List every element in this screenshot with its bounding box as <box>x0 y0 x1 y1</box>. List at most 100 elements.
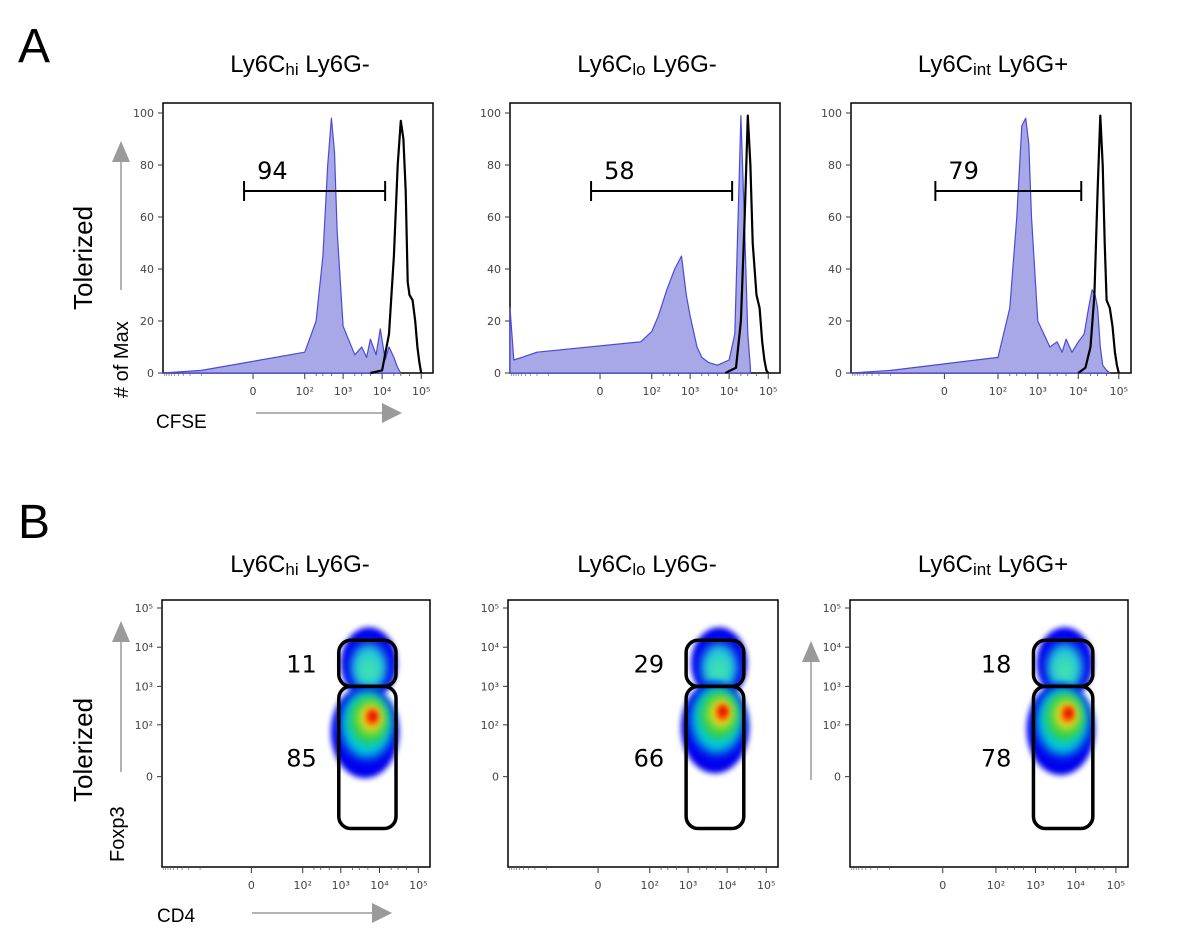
x-tick-label: 0 <box>250 385 257 398</box>
plot-title-rest: Ly6G+ <box>991 51 1068 78</box>
gate-b3-lower <box>1031 684 1095 831</box>
x-tick-label: 10² <box>296 385 314 398</box>
y-tick-label: 0 <box>834 771 841 784</box>
x-tick-label: 10⁴ <box>373 385 392 398</box>
y-tick-label: 80 <box>828 159 842 172</box>
x-tick-label: 10⁵ <box>757 879 775 892</box>
y-tick-label: 100 <box>821 107 842 120</box>
x-tick-label: 10² <box>989 385 1007 398</box>
histogram-filled-a2 <box>509 115 752 374</box>
y-tick-label: 10⁴ <box>823 641 842 654</box>
histogram-line-a1 <box>370 119 423 375</box>
histogram-filled-a3 <box>850 117 1111 374</box>
plot-title-sub: int <box>973 60 991 79</box>
x-tick-label: 10³ <box>1026 879 1044 892</box>
x-tick-label: 10⁴ <box>720 385 739 398</box>
histogram-filled-a1 <box>162 117 402 374</box>
density-lower-peak <box>368 711 377 722</box>
plot-title-rest: Ly6G+ <box>991 551 1068 578</box>
y-tick-label: 60 <box>487 211 501 224</box>
plot-frame-b2 <box>507 599 779 868</box>
panel-a-y-arrow <box>112 141 130 290</box>
x-tick-label: 10⁴ <box>1069 385 1088 398</box>
y-tick-label: 10⁵ <box>823 602 841 615</box>
x-tick-label: 10⁵ <box>1110 385 1128 398</box>
y-tick-label: 10⁵ <box>135 602 153 615</box>
y-tick-label: 20 <box>828 315 842 328</box>
gate-a3: 79 <box>934 157 1083 201</box>
gate-percent: 58 <box>604 157 635 185</box>
x-tick-label: 10³ <box>681 385 699 398</box>
gate-percent: 94 <box>257 157 288 185</box>
y-axis-a3: 0 20 40 60 80 100 <box>821 107 851 380</box>
y-tick-label: 40 <box>487 263 501 276</box>
plot-title-b3: Ly6Cint Ly6G+ <box>918 551 1068 579</box>
gate-percent: 85 <box>286 744 317 772</box>
density-upper-core <box>709 657 730 682</box>
plot-title-main: Ly6C <box>918 51 973 78</box>
x-axis-a1: 0 10² 10³ 10⁴ 10⁵ <box>164 373 430 398</box>
y-tick-label: 60 <box>140 211 154 224</box>
plot-title-rest: Ly6G- <box>646 551 717 578</box>
y-tick-label: 10⁴ <box>135 641 154 654</box>
x-tick-label: 0 <box>939 879 946 892</box>
plot-frame-b1 <box>161 599 431 868</box>
plot-frame-a1 <box>162 102 434 374</box>
y-tick-label: 10³ <box>481 680 499 693</box>
y-tick-label: 10³ <box>135 680 153 693</box>
x-tick-label: 10² <box>641 879 659 892</box>
plot-title-rest: Ly6G- <box>299 551 370 578</box>
x-axis-b3: 0 10² 10³ 10⁴ 10⁵ <box>851 867 1125 892</box>
y-tick-label: 60 <box>828 211 842 224</box>
x-tick-label: 10³ <box>334 385 352 398</box>
y-tick-label: 20 <box>487 315 501 328</box>
x-tick-label: 10⁴ <box>718 879 737 892</box>
x-tick-label: 0 <box>595 879 602 892</box>
x-tick-label: 10⁵ <box>409 879 427 892</box>
density-b2 <box>681 627 750 774</box>
panel-a-letter: A <box>18 20 50 73</box>
plot-frame-b3 <box>849 599 1129 868</box>
plot-title-sub: int <box>973 560 991 579</box>
x-axis-a3: 0 10² 10³ 10⁴ 10⁵ <box>852 373 1128 398</box>
plot-title-main: Ly6C <box>577 551 632 578</box>
plot-title-sub: lo <box>632 560 645 579</box>
y-tick-label: 40 <box>828 263 842 276</box>
density-upper-core <box>1054 657 1075 682</box>
y-axis-a2: 0 20 40 60 80 100 <box>480 107 510 380</box>
x-axis-b1: 0 10² 10³ 10⁴ 10⁵ <box>163 867 428 892</box>
y-axis-a1: 0 20 40 60 80 100 <box>133 107 163 380</box>
plot-title-b1: Ly6Chi Ly6G- <box>230 551 370 579</box>
panel-b-y-arrow <box>112 621 130 772</box>
gate-a2: 58 <box>590 157 734 201</box>
gate-percent: 79 <box>948 157 979 185</box>
y-tick-label: 0 <box>835 367 842 380</box>
plot-title-sub: hi <box>285 560 298 579</box>
plot-title-sub: hi <box>285 60 298 79</box>
panel-b-row-label: Tolerized <box>68 698 98 802</box>
y-tick-label: 0 <box>494 367 501 380</box>
plot-title-rest: Ly6G- <box>646 51 717 78</box>
y-tick-label: 10³ <box>823 680 841 693</box>
x-tick-label: 10² <box>643 385 661 398</box>
panel-b-x-arrow <box>252 903 392 923</box>
gate-percent: 78 <box>981 744 1012 772</box>
panel-b-ylabel: Foxp3 <box>107 806 129 862</box>
gate-percent: 18 <box>981 650 1012 678</box>
x-tick-label: 10³ <box>332 879 350 892</box>
plot-title-main: Ly6C <box>230 51 285 78</box>
histogram-line-a2 <box>724 114 770 374</box>
x-axis-b2: 0 10² 10³ 10⁴ 10⁵ <box>509 867 775 892</box>
plot-title-a3: Ly6Cint Ly6G+ <box>918 51 1068 79</box>
gate-b1-lower <box>337 684 398 831</box>
plot-title-b2: Ly6Clo Ly6G- <box>577 551 717 579</box>
y-tick-label: 10⁵ <box>481 602 499 615</box>
y-tick-label: 10² <box>481 719 499 732</box>
x-tick-label: 10² <box>987 879 1005 892</box>
x-tick-label: 10³ <box>679 879 697 892</box>
panel-a-xlabel: CFSE <box>156 412 207 433</box>
panel-b-letter: B <box>18 496 50 549</box>
panel-a-row-label: Tolerized <box>68 206 98 310</box>
plot-title-a2: Ly6Clo Ly6G- <box>577 51 717 79</box>
